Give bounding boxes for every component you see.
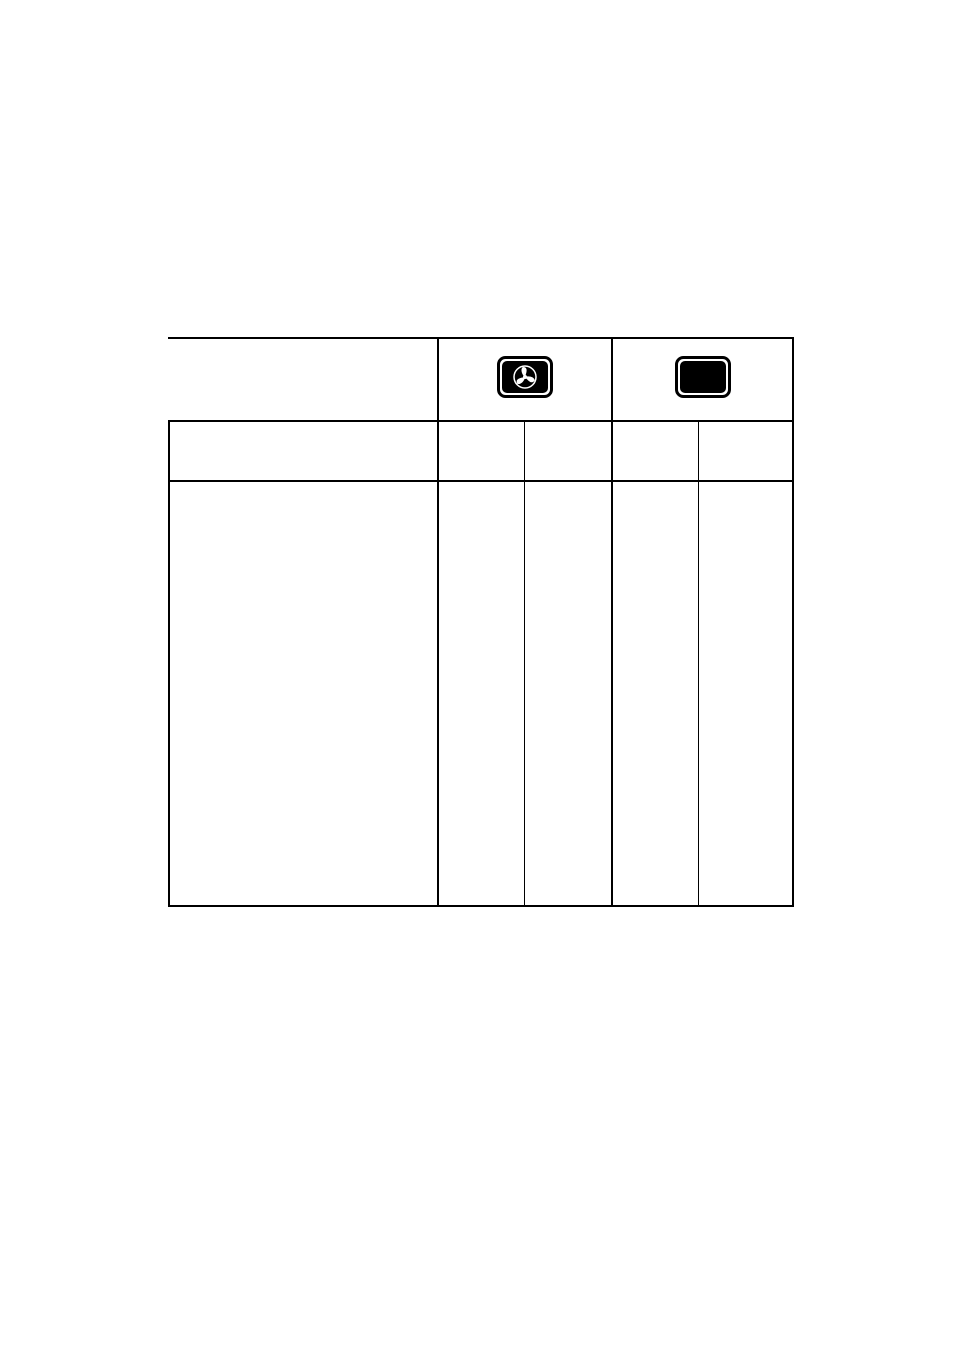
blank-panel-icon [675, 356, 731, 403]
icon-cell-fan [437, 339, 611, 420]
icon-row [168, 337, 792, 422]
body-col-3 [698, 482, 792, 905]
header-row [168, 422, 792, 482]
header-col-2 [611, 422, 698, 480]
header-col-0 [437, 422, 524, 480]
icon-cell-blank [611, 339, 792, 420]
spec-table [168, 337, 794, 907]
header-col-1 [524, 422, 611, 480]
body-row [168, 482, 792, 907]
header-leader [168, 422, 437, 480]
body-col-1 [524, 482, 611, 905]
body-col-0 [437, 482, 524, 905]
header-col-3 [698, 422, 792, 480]
body-col-2 [611, 482, 698, 905]
icon-row-leader-gap [168, 339, 437, 420]
body-leader [168, 482, 437, 905]
fan-icon [497, 356, 553, 403]
